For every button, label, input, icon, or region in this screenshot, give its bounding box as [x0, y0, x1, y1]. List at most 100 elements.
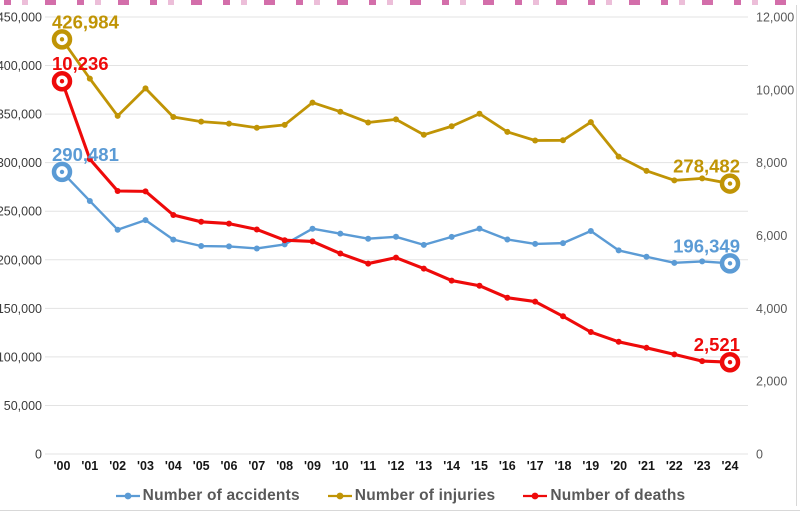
data-point-marker	[365, 235, 372, 242]
data-point-marker	[253, 245, 260, 252]
x-axis-tick-label: '17	[527, 459, 544, 473]
x-axis-tick-label: '21	[638, 459, 655, 473]
highlight-ring-dot	[59, 37, 65, 42]
data-point-marker	[587, 228, 594, 235]
highlight-ring-dot	[727, 261, 733, 266]
data-point-marker	[532, 240, 539, 247]
window-right-border	[796, 5, 797, 506]
x-axis-tick-label: '06	[221, 459, 238, 473]
data-point-marker	[86, 156, 93, 163]
left-axis-tick-label: 0	[35, 448, 42, 462]
data-point-marker	[142, 188, 149, 195]
x-axis-tick-label: '07	[248, 459, 265, 473]
data-point-marker	[532, 298, 539, 305]
data-point-marker	[476, 225, 483, 232]
series-line	[61, 171, 731, 265]
data-point-marker	[281, 237, 288, 244]
data-point-marker	[142, 85, 149, 92]
left-axis-tick-label: 200,000	[0, 253, 42, 267]
data-point-marker	[587, 119, 594, 126]
line-chart: 450,000 400,000 350,000 300,000 250,000 200,0…	[0, 11, 794, 474]
data-point-marker	[365, 260, 372, 267]
left-axis-tick-label: 150,000	[0, 302, 42, 316]
right-axis-tick-label: 2,000	[756, 375, 787, 389]
data-point-marker	[142, 217, 149, 224]
data-point-marker	[448, 123, 455, 130]
data-point-marker	[448, 233, 455, 240]
x-axis-tick-label: '16	[499, 459, 516, 473]
data-point-marker	[615, 153, 622, 160]
left-axis-tick-label: 100,000	[0, 350, 42, 364]
data-point-marker	[560, 313, 566, 320]
x-axis-tick-label: '22	[666, 459, 683, 473]
start-value-label: 10,236	[52, 53, 109, 74]
data-point-marker	[86, 75, 93, 82]
data-point-marker	[560, 137, 566, 144]
data-point-marker	[504, 128, 511, 135]
data-point-marker	[615, 338, 622, 345]
legend-item[interactable]: Number of deaths	[522, 487, 685, 505]
data-point-marker	[504, 294, 511, 301]
right-axis-tick-label: 6,000	[756, 229, 787, 243]
data-point-marker	[253, 226, 260, 233]
data-point-marker	[643, 167, 650, 174]
data-point-marker	[114, 187, 121, 194]
chart-legend: Number of accidents Number of injuries Num…	[0, 484, 800, 508]
highlight-ring-dot	[59, 79, 65, 84]
data-point-marker	[393, 254, 399, 261]
data-point-marker	[699, 258, 706, 265]
right-axis-tick-label: 4,000	[756, 302, 787, 316]
x-axis-tick-label: '23	[694, 459, 711, 473]
data-point-marker	[86, 197, 93, 204]
left-axis-tick-label: 250,000	[0, 205, 42, 219]
data-point-marker	[281, 121, 288, 128]
right-axis-tick-label: 12,000	[756, 11, 794, 25]
x-axis-tick-label: '19	[582, 459, 599, 473]
x-axis-tick-label: '12	[388, 459, 405, 473]
data-point-marker	[170, 114, 177, 121]
x-axis-tick-label: '09	[304, 459, 321, 473]
data-point-marker	[615, 247, 622, 254]
x-axis-tick-label: '04	[165, 459, 182, 473]
x-axis-tick-label: '10	[332, 459, 349, 473]
legend-item[interactable]: Number of injuries	[327, 487, 496, 505]
data-point-marker	[420, 265, 427, 272]
series-line	[60, 80, 731, 364]
data-point-marker	[420, 131, 427, 138]
right-axis-tick-label: 0	[756, 448, 763, 462]
data-point-marker	[226, 220, 232, 227]
end-value-label: 196,349	[673, 235, 740, 256]
x-axis-tick-label: '24	[722, 459, 739, 473]
data-point-marker	[671, 351, 678, 358]
right-axis-tick-label: 10,000	[756, 83, 794, 97]
data-point-marker	[476, 110, 483, 117]
data-point-marker	[560, 240, 566, 247]
right-axis-tick-label: 8,000	[756, 156, 787, 170]
data-point-marker	[281, 241, 288, 248]
x-axis-tick-label: '13	[415, 459, 432, 473]
legend-item-label: Number of deaths	[550, 487, 686, 504]
data-point-marker	[337, 230, 344, 237]
x-axis-tick-label: '05	[193, 459, 210, 473]
data-point-marker	[476, 282, 483, 289]
highlight-ring-dot	[727, 181, 733, 186]
data-point-marker	[337, 108, 344, 115]
data-point-marker	[198, 118, 205, 125]
data-point-marker	[420, 241, 427, 248]
series-line	[60, 38, 731, 185]
data-point-marker	[170, 236, 177, 243]
legend-item[interactable]: Number of accidents	[115, 487, 300, 505]
data-point-marker	[309, 225, 316, 232]
left-axis-tick-label: 50,000	[4, 399, 42, 413]
start-value-label: 290,481	[52, 144, 119, 165]
legend-marker-icon	[523, 492, 548, 500]
data-point-marker	[337, 250, 344, 257]
legend-marker-icon	[115, 492, 140, 500]
left-axis-tick-label: 350,000	[0, 108, 42, 122]
left-axis-tick-label: 300,000	[0, 156, 42, 170]
legend-item-label: Number of injuries	[354, 487, 496, 504]
x-axis-tick-label: '08	[276, 459, 293, 473]
data-point-marker	[504, 236, 511, 243]
data-point-marker	[170, 211, 177, 218]
